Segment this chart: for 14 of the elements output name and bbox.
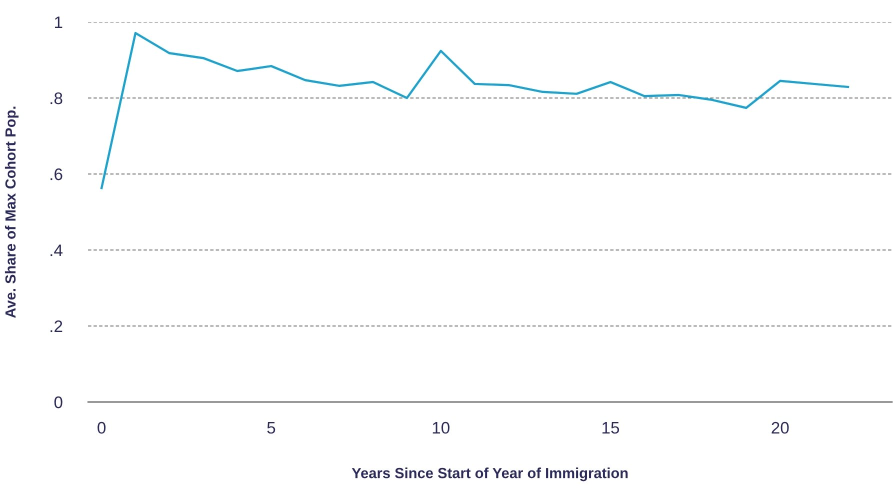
line-series <box>100 32 850 190</box>
y-tick-label: .8 <box>50 92 62 104</box>
y-tick-label: 1 <box>55 16 62 28</box>
x-tick-label: 5 <box>267 422 276 434</box>
y-tick-label: .2 <box>50 320 62 332</box>
x-tick-label: 15 <box>602 422 620 434</box>
x-tick-label: 0 <box>98 422 106 434</box>
y-axis-title: Ave. Share of Max Cohort Pop. <box>4 106 19 318</box>
x-tick-label: 20 <box>772 422 789 434</box>
x-axis-title: Years Since Start of Year of Immigration <box>352 468 628 482</box>
y-tick-label: 0 <box>54 396 62 408</box>
y-tick-label: .6 <box>50 168 62 180</box>
x-tick-label: 10 <box>432 422 450 434</box>
y-tick-label: .4 <box>50 244 63 256</box>
